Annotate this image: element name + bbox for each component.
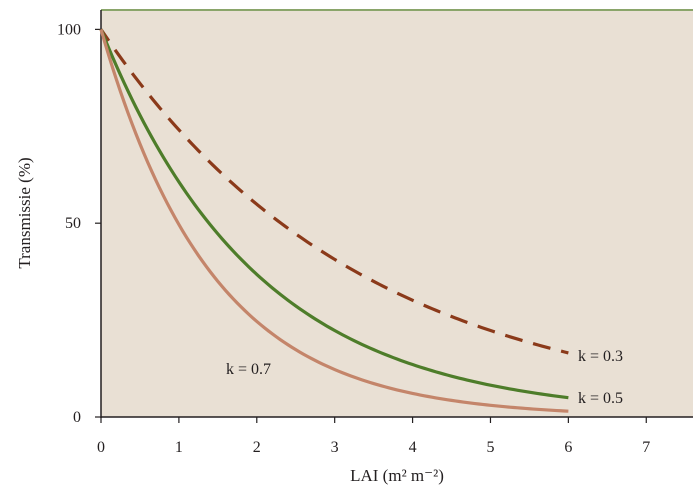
series-label-2: k = 0.7 — [226, 361, 271, 378]
series-line-1 — [99, 28, 569, 400]
series-line-0 — [113, 48, 569, 355]
x-tick-label: 2 — [253, 439, 261, 456]
x-tick-label: 3 — [331, 439, 339, 456]
x-tick-label: 1 — [175, 439, 183, 456]
series-label-0: k = 0.3 — [578, 348, 623, 365]
series-labels: k = 0.3 k = 0.5 k = 0.7 — [226, 348, 623, 407]
series-layer — [99, 28, 569, 413]
x-tick-label: 5 — [486, 439, 494, 456]
x-tick-label: 0 — [97, 439, 105, 456]
x-axis-title: LAI (m² m⁻²) — [350, 466, 444, 485]
y-tick-label: 100 — [57, 21, 81, 38]
y-axis-title: Transmissie (%) — [15, 157, 34, 268]
y-tick-label: 50 — [65, 215, 81, 232]
series-line-2 — [99, 28, 569, 413]
x-tick-label: 7 — [642, 439, 650, 456]
x-tick-label: 6 — [564, 439, 572, 456]
series-label-1: k = 0.5 — [578, 390, 623, 407]
x-tick-label: 4 — [409, 439, 417, 456]
y-tick-label: 0 — [73, 409, 81, 426]
axis-ticks: 0 1 2 3 4 5 6 7 0 50 100 — [57, 21, 650, 456]
